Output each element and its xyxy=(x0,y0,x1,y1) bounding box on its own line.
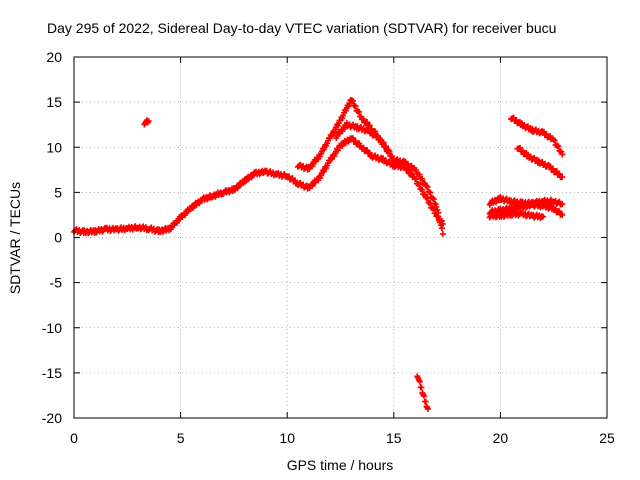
series-negative-arc xyxy=(414,373,431,412)
series-late-upper-arc xyxy=(508,114,566,158)
series-track-main-upper xyxy=(294,96,446,237)
data-point-markers xyxy=(333,120,393,155)
chart-title: Day 295 of 2022, Sidereal Day-to-day VTE… xyxy=(47,20,556,36)
x-tick-label: 5 xyxy=(177,430,185,446)
series-late-band-3 xyxy=(486,209,547,222)
y-tick-label: 20 xyxy=(46,49,62,65)
series-isolated-point xyxy=(141,117,152,128)
x-tick-label: 20 xyxy=(493,430,509,446)
x-tick-label: 0 xyxy=(70,430,78,446)
y-tick-label: 0 xyxy=(54,230,62,246)
data-point-markers xyxy=(514,144,566,181)
data-point-markers xyxy=(508,114,566,158)
data-point-markers xyxy=(486,209,547,222)
y-tick-label: 10 xyxy=(46,139,62,155)
axis-ticks: 0 5 10 15 20 25 20 15 10 5 0 -5 -10 -15 -20 xyxy=(42,49,615,446)
data-point-markers xyxy=(414,373,431,412)
data-point-markers xyxy=(294,96,446,237)
series-late-lower-arc xyxy=(514,144,566,181)
data-point-markers xyxy=(141,117,152,128)
y-tick-label: 15 xyxy=(46,94,62,110)
x-tick-label: 25 xyxy=(599,430,615,446)
y-tick-label: -15 xyxy=(42,365,62,381)
y-tick-label: -20 xyxy=(42,410,62,426)
y-axis-title: SDTVAR / TECUs xyxy=(7,182,23,294)
data-points xyxy=(71,96,566,412)
y-tick-label: -5 xyxy=(50,275,63,291)
y-tick-label: -10 xyxy=(42,320,62,336)
x-tick-label: 10 xyxy=(279,430,295,446)
y-tick-label: 5 xyxy=(54,184,62,200)
grid-lines xyxy=(74,57,607,418)
series-track-mid xyxy=(333,120,393,155)
x-axis-title: GPS time / hours xyxy=(287,457,394,473)
x-tick-label: 15 xyxy=(386,430,402,446)
plot-frame xyxy=(73,56,608,419)
